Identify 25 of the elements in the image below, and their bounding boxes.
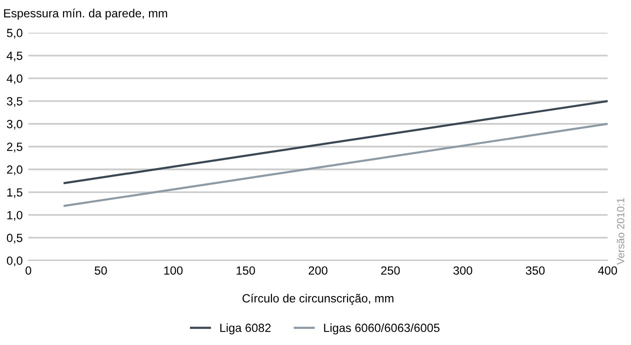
legend-label: Ligas 6060/6063/6005 — [324, 323, 440, 334]
x-tick-label: 200 — [308, 266, 328, 275]
x-tick-label: 50 — [94, 266, 107, 275]
y-tick-label: 1,5 — [7, 188, 22, 198]
x-tick-label: 400 — [598, 266, 618, 275]
x-tick-label: 0 — [26, 266, 32, 275]
y-axis-title: Espessura mín. da parede, mm — [4, 8, 168, 20]
text: Versão 2010:1 — [616, 198, 624, 265]
y-tick-label: 2,0 — [7, 165, 22, 176]
y-tick-label: 0,0 — [6, 256, 22, 266]
y-tick-label: 4,5 — [6, 52, 22, 62]
y-tick-label: 2,5 — [7, 142, 22, 152]
x-tick-label: 350 — [526, 266, 545, 275]
y-tick-label: 3,5 — [6, 97, 22, 107]
y-tick-label: 3,0 — [6, 120, 22, 130]
y-tick-label: 1,0 — [7, 210, 22, 221]
y-tick-label: 0,5 — [6, 234, 22, 244]
x-tick-label: 100 — [164, 266, 183, 275]
x-axis-title: Círculo de circunscrição, mm — [242, 294, 394, 305]
y-tick-label: 4,0 — [6, 74, 22, 84]
x-tick-label: 250 — [381, 266, 400, 275]
legend-label: Liga 6082 — [220, 323, 271, 334]
x-tick-label: 300 — [453, 266, 472, 275]
y-tick-label: 5,0 — [6, 28, 22, 39]
x-tick-label: 150 — [236, 266, 256, 275]
